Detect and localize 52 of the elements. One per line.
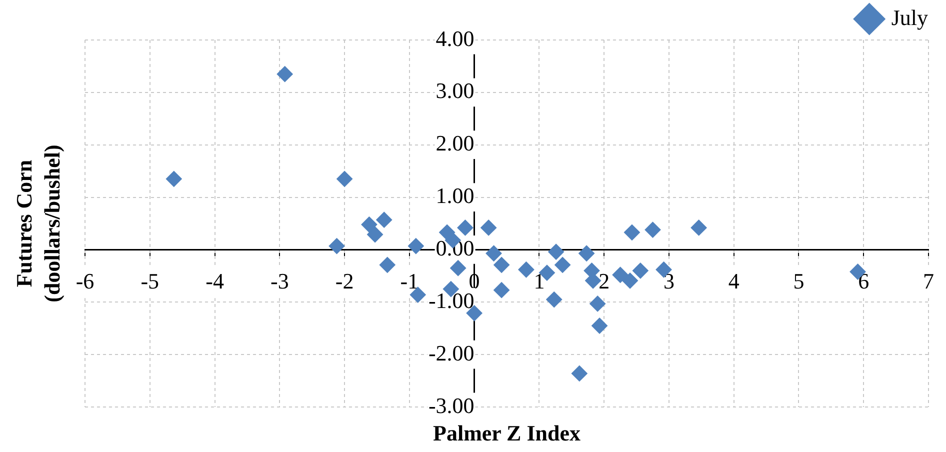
- point: [548, 244, 564, 260]
- point: [328, 238, 345, 254]
- point: [408, 238, 424, 254]
- point: [457, 220, 474, 236]
- point: [361, 216, 378, 233]
- x-tick-label: -2: [335, 268, 354, 294]
- point: [494, 282, 510, 298]
- point: [590, 296, 606, 312]
- point: [379, 256, 396, 273]
- point: [410, 286, 426, 303]
- y-tick-label: 3.00: [436, 78, 474, 104]
- point: [546, 292, 562, 308]
- y-tick-label: -2.00: [428, 340, 474, 366]
- x-axis-title: Palmer Z Index: [433, 420, 580, 446]
- point: [624, 224, 640, 240]
- y-tick-label: 4.00: [436, 26, 474, 51]
- point: [367, 226, 384, 243]
- point: [336, 170, 353, 187]
- y-axis-title: Futures Corn (doollars/bushel): [12, 144, 65, 302]
- x-tick-label: -4: [206, 268, 224, 294]
- point: [612, 266, 628, 283]
- y-tick-label: -1.00: [428, 288, 474, 313]
- point: [644, 222, 661, 238]
- point: [554, 256, 571, 273]
- point: [480, 220, 497, 236]
- point: [622, 272, 638, 289]
- point: [592, 318, 608, 334]
- point: [632, 262, 648, 279]
- legend-label: July: [891, 4, 928, 30]
- point: [166, 170, 182, 187]
- point: [571, 365, 588, 382]
- point: [578, 245, 595, 262]
- x-tick-label: 5: [793, 268, 804, 294]
- point: [690, 220, 707, 236]
- x-tick-label: 7: [923, 268, 934, 294]
- point: [486, 245, 502, 262]
- point: [276, 66, 293, 82]
- x-tick-label: -3: [270, 268, 289, 294]
- point: [376, 212, 392, 228]
- y-tick-label: -3.00: [428, 392, 474, 418]
- x-tick-label: 1: [534, 268, 545, 294]
- x-tick-label: -5: [140, 268, 160, 294]
- x-tick-label: -1: [400, 268, 419, 294]
- y-tick-label: 1.00: [436, 183, 474, 208]
- point: [518, 262, 534, 278]
- point: [494, 256, 510, 273]
- x-tick-label: 4: [728, 268, 740, 294]
- x-tick-label: -6: [76, 268, 94, 294]
- y-tick-label: 2.00: [436, 130, 474, 156]
- point: [450, 260, 466, 276]
- x-tick-label: 6: [858, 268, 870, 294]
- x-tick-label: 2: [598, 268, 610, 294]
